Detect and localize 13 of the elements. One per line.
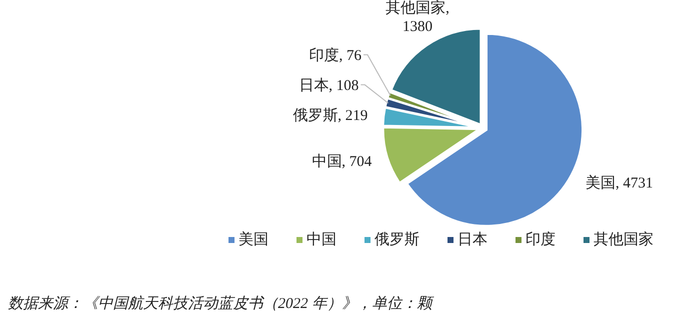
legend-label: 俄罗斯 — [374, 231, 420, 248]
data-label: 俄罗斯, 219 — [292, 106, 368, 124]
data-label: 其他国家, 1380 — [386, 0, 450, 36]
source-note: 数据来源：《中国航天科技活动蓝皮书（2022 年）》，单位：颗 — [8, 295, 435, 312]
legend-label: 其他国家 — [594, 231, 654, 248]
data-label: 美国, 4731 — [585, 174, 653, 192]
legend-label: 日本 — [458, 231, 488, 248]
legend-label: 印度 — [526, 231, 556, 248]
legend-label: 美国 — [238, 231, 268, 248]
data-label: 日本, 108 — [298, 76, 359, 94]
legend-label: 中国 — [306, 231, 336, 248]
data-label: 印度, 76 — [309, 46, 362, 64]
data-label: 中国, 704 — [312, 152, 372, 170]
